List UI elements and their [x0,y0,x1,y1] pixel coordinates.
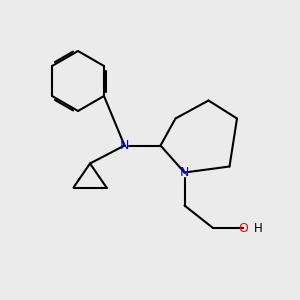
Text: O: O [238,221,248,235]
Text: N: N [180,166,189,179]
Text: H: H [254,221,262,235]
Text: N: N [120,139,129,152]
